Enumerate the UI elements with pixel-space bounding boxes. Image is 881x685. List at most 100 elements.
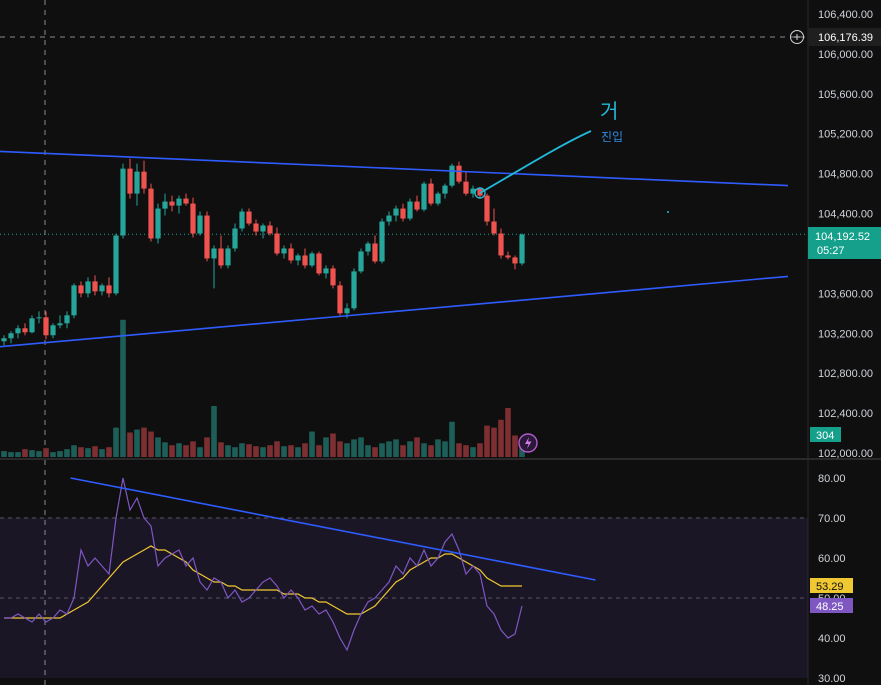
volume-bar bbox=[456, 443, 462, 457]
volume-bar bbox=[43, 448, 49, 457]
candle-body bbox=[358, 251, 364, 272]
candle-body bbox=[169, 201, 175, 206]
volume-bar bbox=[225, 445, 231, 457]
volume-bar bbox=[309, 431, 315, 457]
volume-bar bbox=[204, 437, 210, 457]
candle-body bbox=[456, 165, 462, 182]
candle-body bbox=[449, 165, 455, 186]
volume-bar bbox=[449, 421, 455, 457]
price-tick-label: 103,200.00 bbox=[818, 328, 873, 340]
crosshair-price-badge: 106,176.39 bbox=[790, 28, 881, 46]
volume-bar bbox=[155, 437, 161, 457]
candle-body bbox=[197, 215, 203, 234]
volume-bar bbox=[232, 447, 238, 457]
volume-bar bbox=[477, 443, 483, 457]
annotation-stroke bbox=[479, 130, 592, 194]
candle-body bbox=[323, 268, 329, 274]
candle-body bbox=[85, 281, 91, 294]
candle-body bbox=[428, 183, 434, 204]
volume-bar bbox=[148, 431, 154, 457]
candle-body bbox=[239, 211, 245, 229]
price-tick-label: 102,000.00 bbox=[818, 448, 873, 460]
candle-body bbox=[232, 228, 238, 249]
rsi-tick-label: 30.00 bbox=[818, 673, 846, 685]
volume-bar bbox=[246, 444, 252, 457]
candle-body bbox=[400, 208, 406, 219]
candle-body bbox=[57, 323, 63, 326]
price-axis[interactable]: 106,400.00 106,000.00 105,600.00 105,200.00… bbox=[818, 9, 873, 685]
candle-body bbox=[498, 233, 504, 256]
candle-body bbox=[330, 268, 336, 286]
candle-body bbox=[211, 248, 217, 259]
volume-bar bbox=[22, 449, 28, 457]
candle-body bbox=[505, 255, 511, 258]
candle-body bbox=[393, 208, 399, 216]
lower-trendline bbox=[0, 275, 789, 348]
candle-body bbox=[64, 315, 70, 324]
volume-bar bbox=[421, 443, 427, 457]
volume-bar bbox=[288, 445, 294, 457]
trendline-layer[interactable] bbox=[0, 150, 789, 349]
candle-body bbox=[162, 201, 168, 209]
candle-body bbox=[155, 208, 161, 239]
candle-body bbox=[106, 285, 112, 294]
candle-body bbox=[309, 253, 315, 266]
volume-bar bbox=[176, 443, 182, 457]
price-tick-label: 105,600.00 bbox=[818, 89, 873, 101]
candle-body bbox=[365, 243, 371, 252]
volume-bar bbox=[120, 319, 126, 457]
candle-body bbox=[113, 235, 119, 294]
candle-body bbox=[470, 188, 476, 194]
volume-bar bbox=[239, 443, 245, 457]
flash-button[interactable] bbox=[518, 433, 538, 453]
last-price-badge: 104,192.52 05:27 bbox=[808, 227, 881, 259]
volume-bar bbox=[330, 433, 336, 457]
candle-body bbox=[8, 333, 14, 339]
crosshair-price-label: 106,176.39 bbox=[818, 32, 873, 44]
volume-bar bbox=[400, 445, 406, 457]
candle-body bbox=[414, 201, 420, 210]
volume-value-label: 304 bbox=[816, 430, 834, 442]
volume-bar bbox=[8, 452, 14, 457]
add-icon[interactable] bbox=[790, 30, 804, 44]
volume-bar bbox=[78, 447, 84, 457]
candle-body bbox=[372, 243, 378, 262]
candle-body bbox=[491, 221, 497, 234]
candle-body bbox=[295, 255, 301, 261]
candle-body bbox=[281, 248, 287, 254]
volume-bar bbox=[435, 439, 441, 457]
rsi-tick-label: 70.00 bbox=[818, 513, 846, 525]
candle-body bbox=[134, 171, 140, 194]
upper-trendline bbox=[0, 150, 789, 187]
volume-bar bbox=[190, 441, 196, 457]
candle-body bbox=[316, 253, 322, 274]
annotation-layer[interactable]: 거 진입 bbox=[474, 99, 669, 213]
volume-bar bbox=[260, 447, 266, 457]
candle-body bbox=[421, 183, 427, 210]
volume-bar bbox=[29, 450, 35, 457]
rsi-layer bbox=[4, 477, 596, 652]
volume-bar bbox=[407, 441, 413, 457]
volume-bar bbox=[323, 437, 329, 457]
candle-body bbox=[337, 285, 343, 314]
candle-body bbox=[43, 317, 49, 336]
candle-body bbox=[50, 325, 56, 336]
volume-bar bbox=[484, 425, 490, 457]
volume-bar bbox=[386, 441, 392, 457]
candle-body bbox=[190, 203, 196, 234]
candle-body bbox=[253, 223, 259, 232]
annotation-text-main: 거 bbox=[600, 99, 618, 123]
candle-body bbox=[463, 181, 469, 194]
candle-body bbox=[78, 285, 84, 294]
volume-bar bbox=[379, 443, 385, 457]
candle-body bbox=[351, 271, 357, 309]
rsi-ma-value-label: 53.29 bbox=[816, 581, 844, 593]
candle-body bbox=[92, 281, 98, 292]
volume-badge: 304 bbox=[810, 427, 841, 442]
volume-bar bbox=[57, 451, 63, 457]
volume-bar bbox=[344, 443, 350, 457]
candle-body bbox=[302, 255, 308, 266]
price-tick-label: 104,400.00 bbox=[818, 209, 873, 221]
